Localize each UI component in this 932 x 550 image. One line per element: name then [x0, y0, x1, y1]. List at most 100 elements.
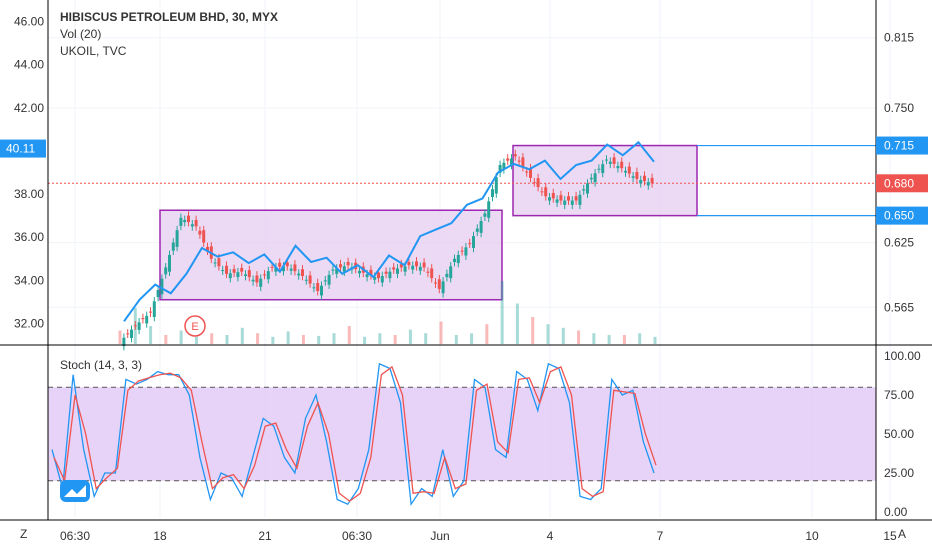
candle-body	[228, 273, 232, 279]
candle-body	[270, 266, 274, 268]
x-tick-label: 4	[547, 529, 554, 543]
candle-body	[342, 266, 346, 272]
price-badge-label: 0.680	[884, 176, 914, 190]
candle-body	[567, 196, 570, 201]
candle-body	[331, 269, 335, 271]
candle-body	[323, 280, 327, 282]
candle-body	[339, 264, 342, 268]
candle-body	[597, 168, 601, 170]
candle-body	[373, 276, 377, 280]
candle-body	[513, 154, 517, 157]
candle-body	[574, 196, 578, 201]
volume-bar	[332, 333, 336, 344]
last-price-label: 40.11	[6, 142, 35, 156]
candle-body	[586, 183, 589, 194]
candle-body	[335, 268, 339, 274]
right-tick-label: 0.625	[884, 236, 914, 250]
volume-bar	[424, 333, 428, 344]
price-candles	[122, 149, 654, 351]
candle-body	[399, 264, 403, 268]
candle-body	[377, 272, 380, 279]
candle-body	[559, 195, 563, 201]
price-badge-label: 0.650	[884, 209, 914, 223]
volume-bars	[118, 281, 657, 344]
candle-body	[529, 168, 532, 178]
timezone-corner[interactable]: Z	[20, 527, 28, 541]
auto-scale-corner[interactable]: A	[898, 527, 907, 541]
candle-body	[187, 215, 190, 223]
volume-line: Vol (20)	[60, 27, 102, 41]
volume-bar	[561, 327, 565, 344]
candle-body	[456, 254, 460, 264]
candle-body	[437, 279, 441, 289]
stoch-tick-label: 0.00	[884, 505, 908, 519]
candle-body	[175, 230, 179, 247]
stoch-pane	[48, 362, 876, 507]
candle-body	[430, 268, 434, 279]
candle-body	[532, 182, 536, 184]
candle-body	[612, 157, 616, 164]
candle-body	[502, 162, 506, 170]
candle-body	[396, 268, 399, 274]
candle-body	[164, 267, 168, 275]
volume-bar	[240, 327, 244, 344]
candle-body	[346, 261, 350, 266]
earnings-marker-label: E	[191, 321, 198, 333]
stoch-tick-label: 25.00	[884, 466, 914, 480]
candle-body	[650, 177, 654, 184]
candle-body	[453, 258, 456, 262]
candle-body	[415, 261, 418, 267]
candle-body	[312, 287, 316, 289]
candle-body	[236, 272, 240, 278]
volume-bar	[653, 336, 657, 344]
volume-bar	[622, 335, 626, 344]
candle-body	[608, 161, 612, 164]
candle-body	[434, 282, 437, 284]
candle-body	[194, 219, 198, 227]
candle-body	[635, 171, 639, 179]
candle-body	[133, 325, 137, 327]
candle-body	[639, 180, 643, 184]
candle-body	[198, 230, 202, 235]
x-tick-label: 06:30	[342, 529, 372, 543]
candle-body	[468, 243, 472, 245]
candle-body	[426, 271, 430, 273]
candle-body	[403, 266, 407, 272]
volume-bar	[164, 335, 168, 344]
candle-body	[422, 262, 426, 268]
candle-body	[137, 322, 141, 330]
price-ranges	[48, 144, 876, 301]
candle-body	[365, 274, 369, 278]
stoch-tick-label: 50.00	[884, 427, 914, 441]
volume-bar	[301, 335, 305, 344]
candle-body	[206, 246, 209, 251]
left-tick-label: 42.00	[14, 101, 44, 115]
candle-body	[168, 254, 171, 272]
candle-body	[160, 278, 164, 295]
candle-body	[525, 171, 529, 173]
left-tick-label: 34.00	[14, 273, 44, 287]
volume-bar	[454, 335, 458, 344]
volume-bar	[515, 303, 519, 344]
volume-bar	[439, 321, 443, 344]
right-tick-label: 0.750	[884, 101, 914, 115]
left-tick-label: 36.00	[14, 230, 44, 244]
right-tick-label: 0.565	[884, 300, 914, 314]
candle-body	[551, 192, 555, 199]
candle-body	[407, 261, 411, 266]
candle-body	[570, 200, 574, 205]
volume-bar	[363, 336, 367, 344]
x-tick-label: Jun	[430, 529, 449, 543]
x-tick-label: 7	[657, 529, 664, 543]
candle-body	[259, 278, 263, 287]
candle-body	[285, 262, 289, 267]
volume-bar	[470, 333, 474, 344]
candle-body	[616, 166, 620, 169]
candle-body	[297, 273, 301, 276]
volume-bar	[271, 336, 275, 344]
price-badge-label: 0.715	[884, 139, 914, 153]
candle-body	[479, 221, 483, 233]
stoch-line: Stoch (14, 3, 3)	[60, 358, 143, 372]
